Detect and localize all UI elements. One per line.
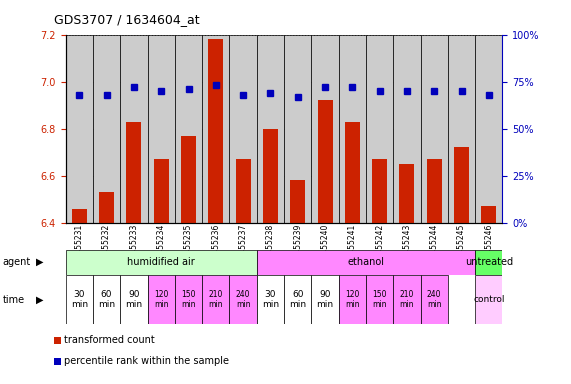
Text: 150
min: 150 min — [372, 290, 387, 309]
Bar — [66, 250, 257, 275]
Bar — [454, 147, 469, 223]
Bar — [317, 101, 332, 223]
Bar — [147, 35, 175, 223]
Bar — [290, 180, 305, 223]
Bar — [372, 159, 387, 223]
Bar — [257, 250, 475, 275]
Text: 60
min: 60 min — [289, 290, 306, 309]
Bar — [311, 35, 339, 223]
Text: ▶: ▶ — [36, 257, 43, 267]
Bar — [66, 275, 93, 324]
Text: ▶: ▶ — [36, 295, 43, 305]
Text: 30
min: 30 min — [262, 290, 279, 309]
Bar — [93, 35, 120, 223]
Bar — [284, 275, 311, 324]
Bar — [284, 35, 311, 223]
Bar — [427, 159, 442, 223]
Text: 120
min: 120 min — [154, 290, 168, 309]
Text: control: control — [473, 295, 505, 304]
Text: 60
min: 60 min — [98, 290, 115, 309]
Text: humidified air: humidified air — [127, 257, 195, 267]
Bar — [448, 35, 475, 223]
Bar — [393, 35, 421, 223]
Bar — [93, 275, 120, 324]
Text: percentile rank within the sample: percentile rank within the sample — [64, 356, 229, 366]
Bar — [257, 275, 284, 324]
Bar — [481, 206, 496, 223]
Bar — [236, 159, 251, 223]
Text: 210
min: 210 min — [208, 290, 223, 309]
Text: 120
min: 120 min — [345, 290, 360, 309]
Text: GDS3707 / 1634604_at: GDS3707 / 1634604_at — [54, 13, 200, 26]
Bar — [147, 275, 175, 324]
Text: 240
min: 240 min — [236, 290, 250, 309]
Bar — [339, 275, 366, 324]
Bar — [311, 275, 339, 324]
Bar — [181, 136, 196, 223]
Bar — [263, 129, 278, 223]
Bar — [99, 192, 114, 223]
Text: transformed count: transformed count — [64, 335, 155, 345]
Text: untreated: untreated — [465, 257, 513, 267]
Bar — [230, 275, 257, 324]
Bar — [366, 275, 393, 324]
Bar — [393, 275, 421, 324]
Text: 30
min: 30 min — [71, 290, 88, 309]
Bar — [366, 35, 393, 223]
Bar — [421, 35, 448, 223]
Bar — [120, 275, 147, 324]
Bar — [230, 35, 257, 223]
Bar — [202, 35, 230, 223]
Text: 90
min: 90 min — [126, 290, 143, 309]
Bar — [126, 122, 142, 223]
Bar — [120, 35, 147, 223]
Bar — [154, 159, 168, 223]
Text: 90
min: 90 min — [316, 290, 333, 309]
Text: 150
min: 150 min — [181, 290, 196, 309]
Bar — [175, 275, 202, 324]
Bar — [475, 250, 502, 275]
Bar — [72, 209, 87, 223]
Bar — [475, 35, 502, 223]
Bar — [257, 35, 284, 223]
Bar — [66, 35, 93, 223]
Text: 210
min: 210 min — [400, 290, 414, 309]
Bar — [421, 275, 448, 324]
Bar — [475, 275, 502, 324]
Bar — [208, 39, 223, 223]
Text: agent: agent — [3, 257, 31, 267]
Bar — [339, 35, 366, 223]
Text: time: time — [3, 295, 25, 305]
Bar — [175, 35, 202, 223]
Bar — [400, 164, 415, 223]
Bar — [202, 275, 230, 324]
Bar — [345, 122, 360, 223]
Text: 240
min: 240 min — [427, 290, 441, 309]
Text: ethanol: ethanol — [348, 257, 384, 267]
